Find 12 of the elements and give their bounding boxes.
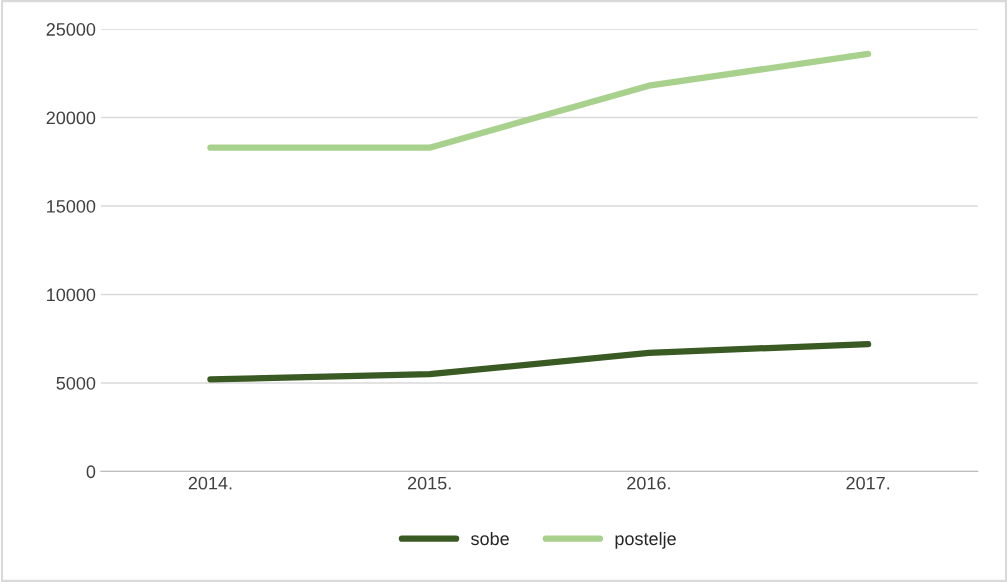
y-tick-label: 25000 xyxy=(46,23,96,36)
y-tick-label: 10000 xyxy=(47,288,96,302)
y-tick-label: 15000 xyxy=(47,199,96,213)
x-tick-label: 2014. xyxy=(188,476,232,490)
legend-label: sobe xyxy=(471,531,509,546)
legend-label: postelje xyxy=(615,531,676,549)
y-tick-label: 20000 xyxy=(46,111,96,125)
x-tick-label: 2015. xyxy=(407,476,451,490)
y-tick-label: 0 xyxy=(86,465,96,479)
x-tick-label: 2017. xyxy=(846,476,890,490)
x-tick-label: 2016. xyxy=(627,476,670,490)
y-tick-label: 5000 xyxy=(56,376,96,390)
